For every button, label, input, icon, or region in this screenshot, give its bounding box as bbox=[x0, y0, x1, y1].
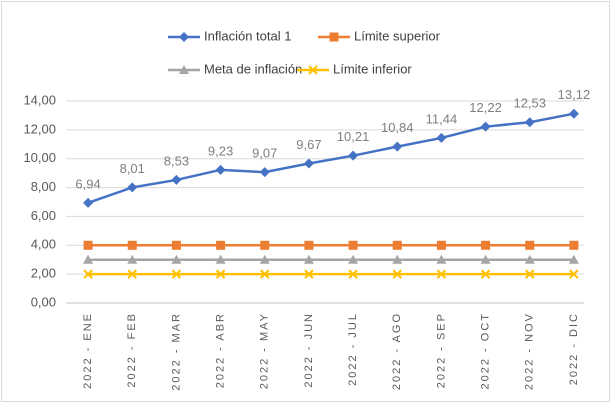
marker bbox=[216, 240, 226, 250]
x-tick-label: 2022 - DIC bbox=[568, 312, 580, 385]
marker bbox=[480, 121, 491, 132]
marker bbox=[127, 240, 137, 250]
data-label: 9,07 bbox=[252, 146, 277, 161]
y-tick-label: 2,00 bbox=[31, 266, 56, 281]
x-tick-label: 2022 - ENE bbox=[82, 312, 94, 389]
data-label: 12,53 bbox=[513, 96, 546, 111]
marker bbox=[303, 158, 314, 169]
marker bbox=[348, 269, 358, 279]
x-tick-label: 2022 - JUN bbox=[303, 312, 315, 388]
marker bbox=[215, 164, 226, 175]
marker bbox=[525, 269, 535, 279]
marker bbox=[480, 269, 491, 279]
marker bbox=[260, 269, 270, 279]
marker bbox=[524, 254, 535, 264]
marker bbox=[171, 174, 182, 185]
marker bbox=[259, 254, 270, 264]
legend-label: Límite superior bbox=[354, 28, 441, 43]
y-tick-label: 6,00 bbox=[31, 208, 56, 223]
marker bbox=[568, 108, 579, 119]
marker bbox=[308, 65, 318, 75]
marker bbox=[127, 269, 137, 279]
marker bbox=[171, 240, 181, 250]
x-tick-label: 2022 - AGO bbox=[391, 312, 403, 390]
data-label: 11,44 bbox=[426, 111, 458, 126]
marker bbox=[83, 240, 93, 250]
marker bbox=[179, 32, 189, 42]
y-tick-label: 14,00 bbox=[23, 92, 56, 107]
marker bbox=[436, 240, 446, 250]
marker bbox=[83, 197, 94, 208]
marker bbox=[179, 65, 189, 74]
marker bbox=[171, 269, 182, 279]
marker bbox=[260, 240, 270, 250]
marker bbox=[303, 254, 314, 264]
y-tick-label: 4,00 bbox=[31, 237, 56, 252]
marker bbox=[215, 254, 226, 264]
y-tick-label: 10,00 bbox=[23, 150, 56, 165]
y-tick-label: 12,00 bbox=[23, 121, 56, 136]
marker bbox=[436, 254, 447, 264]
y-tick-label: 8,00 bbox=[31, 179, 56, 194]
marker bbox=[348, 240, 358, 250]
marker bbox=[259, 167, 270, 178]
marker bbox=[329, 32, 339, 42]
marker bbox=[83, 254, 94, 264]
x-tick-label: 2022 - JUL bbox=[347, 312, 359, 386]
data-label: 12,22 bbox=[469, 100, 502, 115]
marker bbox=[480, 254, 491, 264]
marker bbox=[348, 254, 359, 264]
data-label: 13,12 bbox=[558, 87, 591, 102]
x-tick-label: 2022 - MAY bbox=[259, 312, 271, 389]
marker bbox=[568, 254, 579, 264]
marker bbox=[569, 240, 579, 250]
legend-label: Inflación total 1 bbox=[204, 28, 291, 43]
data-label: 9,67 bbox=[296, 137, 321, 152]
x-tick-label: 2022 - FEB bbox=[126, 312, 138, 388]
data-label: 6,94 bbox=[75, 176, 100, 191]
x-tick-label: 2022 - MAR bbox=[170, 312, 182, 391]
x-tick-label: 2022 - ABR bbox=[214, 312, 226, 388]
marker bbox=[392, 269, 402, 279]
data-label: 8,53 bbox=[164, 153, 189, 168]
x-tick-label: 2022 - SEP bbox=[435, 312, 447, 388]
marker bbox=[436, 269, 447, 279]
marker bbox=[127, 254, 138, 264]
marker bbox=[127, 182, 138, 193]
marker bbox=[481, 240, 491, 250]
marker bbox=[392, 254, 403, 264]
data-label: 10,84 bbox=[381, 120, 414, 135]
marker bbox=[83, 269, 93, 279]
marker bbox=[524, 117, 535, 128]
data-label: 8,01 bbox=[120, 161, 145, 176]
x-tick-label: 2022 - OCT bbox=[479, 312, 491, 389]
data-label: 9,23 bbox=[208, 143, 233, 158]
marker bbox=[525, 240, 535, 250]
marker bbox=[304, 240, 314, 250]
marker bbox=[392, 240, 402, 250]
marker bbox=[392, 141, 403, 152]
legend-label: Límite inferior bbox=[333, 61, 412, 76]
marker bbox=[171, 254, 182, 264]
legend-label: Meta de inflación bbox=[204, 61, 302, 76]
marker bbox=[304, 269, 314, 279]
marker bbox=[436, 132, 447, 143]
y-tick-label: 0,00 bbox=[31, 294, 56, 309]
marker bbox=[215, 269, 226, 279]
data-label: 10,21 bbox=[337, 129, 370, 144]
series-line bbox=[87, 112, 575, 205]
x-tick-label: 2022 - NOV bbox=[524, 312, 536, 390]
marker bbox=[569, 269, 579, 279]
marker bbox=[348, 150, 359, 161]
